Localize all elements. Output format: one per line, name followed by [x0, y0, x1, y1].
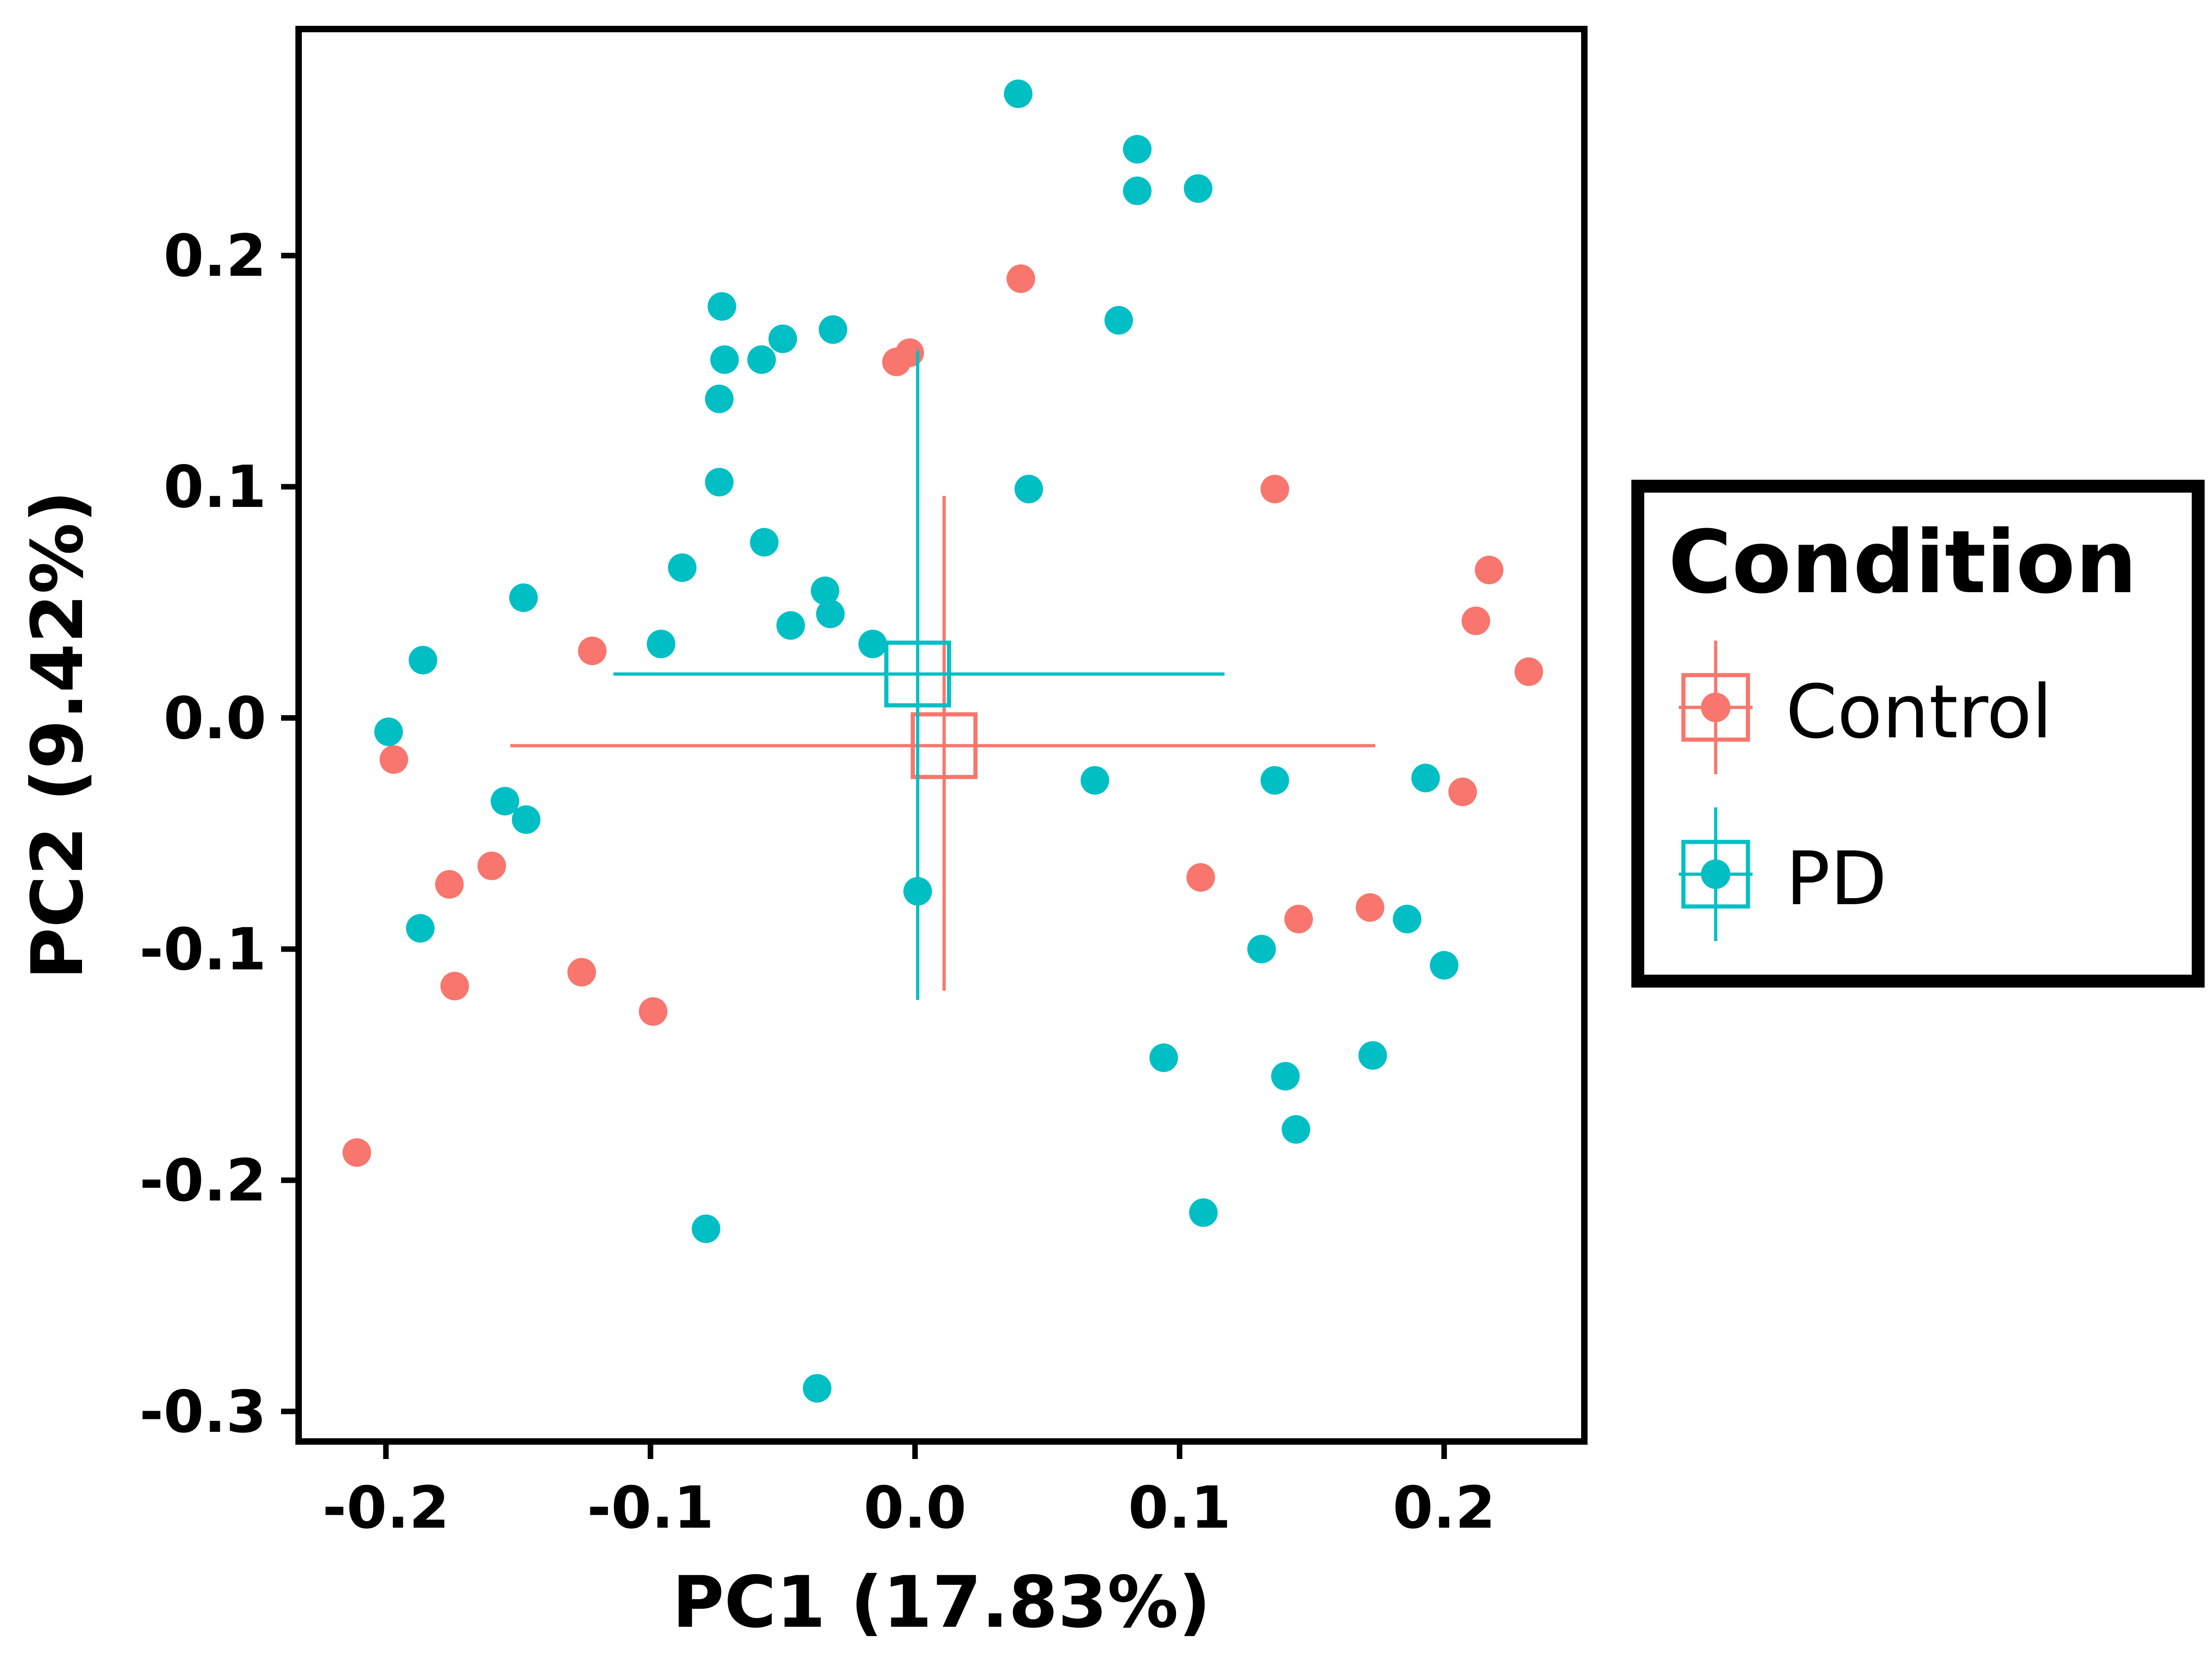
- point-pd: [1393, 905, 1422, 934]
- point-pd: [1430, 951, 1459, 980]
- point-pd: [705, 468, 734, 497]
- axes: -0.2 -0.1 0.0 0.1 0.2 -0.3 -0.2 -0.1 0.0 0.1 0.2: [139, 222, 1495, 1541]
- point-control: [342, 1138, 371, 1167]
- point-pd: [1260, 766, 1289, 795]
- point-pd: [1123, 176, 1152, 206]
- centroid-control: [911, 712, 978, 779]
- point-control: [379, 745, 408, 774]
- point-control: [1260, 475, 1289, 504]
- point-pd: [1358, 1041, 1387, 1070]
- y-tick-label: 0.0: [164, 684, 266, 752]
- point-control: [882, 347, 911, 377]
- point-control: [1284, 905, 1313, 934]
- point-pd: [1271, 1062, 1300, 1091]
- point-pd: [408, 646, 437, 675]
- point-control: [1356, 893, 1384, 922]
- point-pd: [768, 324, 797, 353]
- point-pd: [668, 553, 697, 582]
- point-control: [435, 870, 464, 899]
- point-pd: [816, 600, 845, 629]
- point-pd: [490, 787, 519, 816]
- x-axis-title: PC1 (17.83%): [672, 1561, 1211, 1644]
- legend-key-square-control: [1681, 673, 1750, 742]
- x-tick-label: 0.2: [1393, 1474, 1495, 1541]
- point-pd: [811, 576, 840, 605]
- point-control: [639, 997, 668, 1026]
- legend-label-control: Control: [1786, 669, 2052, 755]
- plot-area: [342, 79, 1543, 1403]
- legend-key-dot-control: [1701, 693, 1730, 722]
- point-pd: [1014, 475, 1043, 504]
- x-tick-label: -0.2: [323, 1474, 450, 1541]
- point-control: [567, 958, 596, 987]
- legend-key-square-pd: [1681, 840, 1750, 909]
- point-control: [1461, 606, 1490, 635]
- point-control: [1475, 555, 1504, 584]
- point-pd: [406, 914, 435, 943]
- point-pd: [1183, 174, 1212, 203]
- point-control: [1448, 777, 1477, 806]
- y-tick-label: 0.1: [164, 453, 266, 521]
- legend-title: Condition: [1668, 512, 2137, 613]
- point-pd: [1247, 935, 1276, 964]
- x-tick-label: -0.1: [587, 1474, 714, 1541]
- point-control: [578, 636, 607, 665]
- y-tick-label: -0.3: [139, 1378, 266, 1446]
- centroid-pd: [884, 641, 951, 708]
- point-pd: [647, 629, 676, 659]
- point-pd: [818, 315, 847, 344]
- point-pd: [1411, 764, 1440, 793]
- x-tick-label: 0.1: [1128, 1474, 1231, 1541]
- point-pd: [692, 1214, 721, 1243]
- point-pd: [1282, 1115, 1311, 1144]
- point-pd: [512, 805, 541, 834]
- point-pd: [1004, 79, 1033, 108]
- legend: Condition Control PD: [1631, 480, 2205, 988]
- point-pd: [1080, 766, 1109, 795]
- point-control: [1186, 863, 1215, 892]
- y-axis-title: PC2 (9.42%): [17, 490, 99, 980]
- y-tick-label: -0.1: [139, 916, 266, 983]
- legend-keys: [1679, 641, 1753, 941]
- point-pd: [707, 292, 736, 321]
- point-pd: [1189, 1198, 1218, 1227]
- point-pd: [509, 583, 538, 612]
- legend-box: [1631, 480, 2205, 988]
- point-pd: [374, 717, 403, 746]
- x-tick-label: 0.0: [864, 1474, 966, 1541]
- plot-frame: [295, 26, 1588, 1445]
- point-pd: [750, 528, 779, 557]
- point-control: [1006, 264, 1035, 293]
- point-pd: [747, 345, 776, 374]
- point-control: [440, 971, 469, 1000]
- point-pd: [1104, 306, 1133, 335]
- point-control: [477, 851, 506, 880]
- point-pd: [1123, 135, 1152, 164]
- point-pd: [858, 629, 887, 659]
- y-tick-label: -0.2: [139, 1147, 266, 1214]
- point-pd: [705, 384, 734, 413]
- point-pd: [1149, 1043, 1178, 1072]
- point-pd: [803, 1374, 832, 1403]
- point-pd: [710, 345, 739, 374]
- y-tick-label: 0.2: [164, 222, 266, 290]
- point-control: [1514, 657, 1543, 686]
- point-pd: [776, 611, 805, 640]
- legend-label-pd: PD: [1786, 835, 1887, 922]
- legend-key-dot-pd: [1701, 859, 1730, 889]
